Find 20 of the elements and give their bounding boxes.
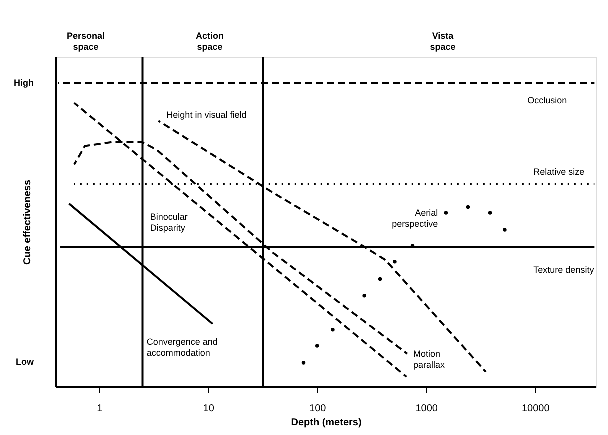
text: Low	[16, 357, 35, 367]
series-label: Aerial perspective	[392, 208, 438, 230]
text: Action space	[196, 31, 224, 52]
series-label: Height in visual field	[166, 110, 247, 120]
series-label: Motion parallax	[413, 348, 446, 370]
x-tick-label: 100	[310, 404, 327, 414]
y-axis-title: Cue effectiveness	[22, 180, 34, 266]
x-tick-label: 1	[97, 404, 104, 414]
text: High	[14, 78, 34, 88]
x-axis-title: Depth (meters)	[291, 418, 362, 428]
text: Personal space	[66, 31, 106, 52]
series-label: Relative size	[534, 167, 585, 178]
x-tick-label: 10	[203, 404, 215, 414]
x-tick-label: 10000	[522, 404, 550, 414]
x-tick-label: 1000	[416, 404, 438, 414]
series-label: Convergence and accommodation	[146, 337, 218, 358]
text: Texture density	[534, 265, 595, 276]
series-label: Occlusion	[528, 95, 568, 106]
series-label: Binocular Disparity	[150, 212, 188, 234]
text: Vista space	[430, 31, 456, 52]
